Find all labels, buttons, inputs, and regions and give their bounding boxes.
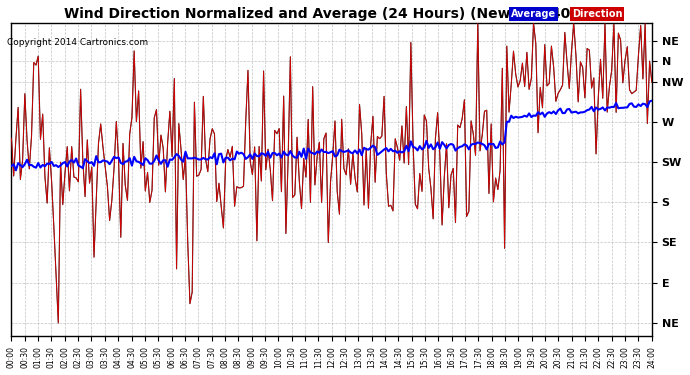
Text: Direction: Direction: [572, 9, 622, 20]
Text: Average: Average: [511, 9, 556, 20]
Title: Wind Direction Normalized and Average (24 Hours) (New) 20140104: Wind Direction Normalized and Average (2…: [64, 7, 600, 21]
Text: Copyright 2014 Cartronics.com: Copyright 2014 Cartronics.com: [7, 38, 148, 47]
